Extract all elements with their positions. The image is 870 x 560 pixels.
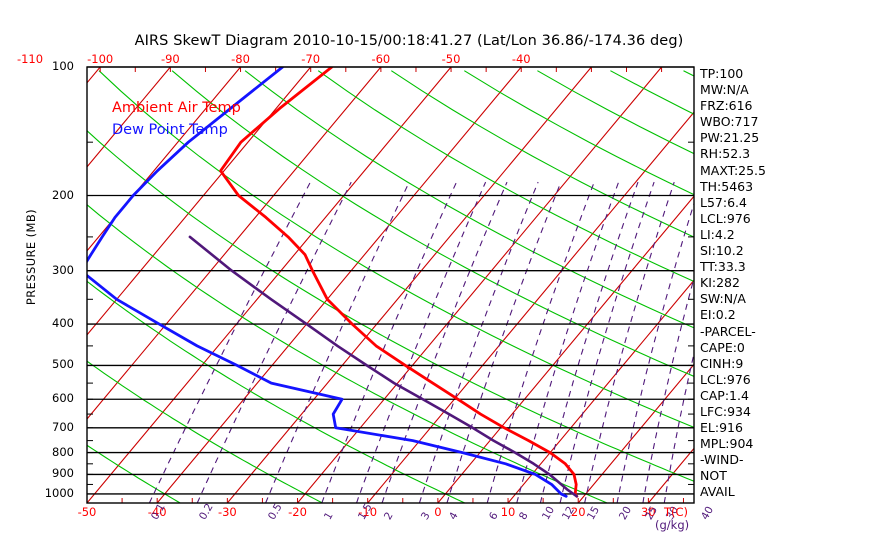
stat-frz-2: FRZ:616 (700, 98, 753, 114)
sounding-curves-group (87, 67, 579, 498)
y-tick-800: 800 (52, 444, 74, 459)
top-temp-tick-neg90: -90 (160, 52, 180, 66)
y-tick-100: 100 (52, 59, 74, 73)
y-tick-200: 200 (52, 187, 74, 202)
bottom-temp-tick-neg10: -10 (358, 505, 378, 519)
stat-parcel-16: -PARCEL- (700, 323, 756, 339)
stat-mpl-23: MPL:904 (700, 436, 754, 452)
bottom-temp-tick-neg30: -30 (217, 505, 237, 519)
stat-tt-12: TT:33.3 (700, 259, 746, 275)
bottom-temp-tick-neg20: -20 (288, 505, 307, 519)
isotherm-lines-group (87, 67, 694, 503)
top-temp-tick-neg110: -110 (16, 52, 44, 66)
y-tick-300: 300 (52, 262, 74, 277)
stat-not-25: NOT (700, 468, 727, 484)
stat-sw-14: SW:N/A (700, 291, 746, 307)
plot-frame (86, 66, 695, 504)
legend-dew-point-temp: Dew Point Temp (112, 122, 228, 138)
bottom-temp-tick-neg50: -50 (77, 505, 97, 519)
isobar-lines-group (87, 66, 694, 495)
stat-ei-15: EI:0.2 (700, 307, 736, 323)
bottom-temp-tick-20: 20 (570, 505, 586, 519)
y-axis-title: PRESSURE (MB) (24, 208, 38, 306)
bottom-temp-tick-10: 10 (500, 505, 516, 519)
y-tick-500: 500 (52, 357, 74, 372)
stat-wbo-3: WBO:717 (700, 114, 759, 130)
stat-li-10: LI:4.2 (700, 226, 735, 242)
stat-cinh-18: CINH:9 (700, 355, 744, 371)
y-tick-400: 400 (52, 316, 74, 331)
stat-el-22: EL:916 (700, 420, 743, 436)
stat-lfc-21: LFC:934 (700, 403, 751, 419)
y-tick-600: 600 (52, 391, 74, 406)
stat-ki-13: KI:282 (700, 275, 740, 291)
stat-l57-8: L57:6.4 (700, 194, 747, 210)
stat-cape-17: CAPE:0 (700, 339, 745, 355)
stat-wind-24: -WIND- (700, 452, 744, 468)
bottom-temp-tick-neg40: -40 (147, 505, 167, 519)
legend-ambient-air-temp: Ambient Air Temp (112, 100, 241, 116)
stat-mw-1: MW:N/A (700, 82, 749, 98)
stat-rh-5: RH:52.3 (700, 146, 751, 162)
bottom-temp-tick-30: 30 (641, 505, 656, 519)
stat-avail-26: AVAIL (700, 484, 735, 500)
top-temp-tick-neg40: -40 (511, 52, 531, 66)
top-temp-tick-neg50: -50 (441, 52, 461, 66)
temperature-unit-label: T(C) (664, 505, 689, 519)
top-temp-tick-neg70: -70 (301, 52, 321, 66)
bottom-temp-tick-0: 0 (434, 505, 442, 519)
y-tick-900: 900 (52, 466, 74, 481)
stat-si-11: SI:10.2 (700, 243, 744, 259)
sounding-stats-panel: TP:100 MW:N/A FRZ:616 WBO:717 PW:21.25 RH:52.… (700, 66, 766, 501)
stat-maxt-6: MAXT:25.5 (700, 162, 766, 178)
top-temp-tick-neg80: -80 (231, 52, 250, 66)
y-tick-1000: 1000 (44, 485, 74, 500)
axis-ticks-group (87, 67, 694, 503)
mixing-ratio-lines-group (148, 181, 694, 503)
y-tick-700: 700 (52, 419, 74, 434)
top-temp-tick-neg100: -100 (87, 52, 114, 66)
stat-lcl-9: LCL:976 (700, 210, 751, 226)
stat-lcl-19: LCL:976 (700, 371, 751, 387)
stat-tp-0: TP:100 (700, 66, 744, 81)
mixing-ratio-unit-label: (g/kg) (655, 518, 690, 532)
dry-adiabat-lines-group (87, 70, 694, 503)
stat-cap-20: CAP:1.4 (700, 387, 749, 403)
stat-pw-4: PW:21.25 (700, 130, 760, 146)
top-temp-tick-neg60: -60 (371, 52, 391, 66)
stat-th-7: TH:5463 (700, 178, 754, 194)
page-title: AIRS SkewT Diagram 2010-10-15/00:18:41.2… (134, 33, 684, 49)
